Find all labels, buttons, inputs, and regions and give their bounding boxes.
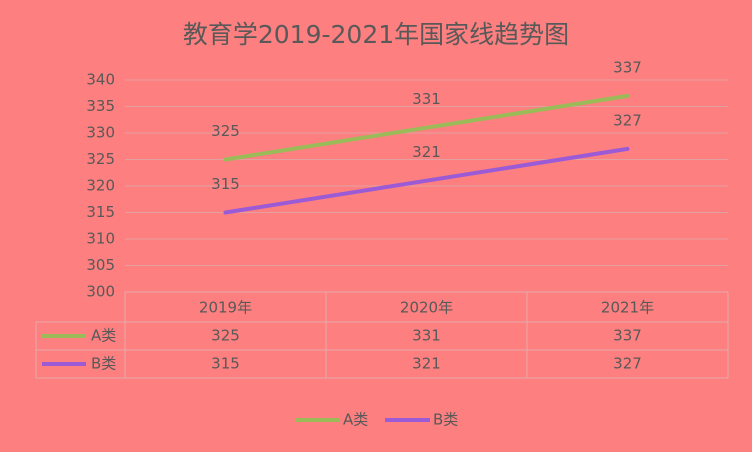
table-cell: 331 xyxy=(412,327,441,345)
x-tick-label: 2020年 xyxy=(400,299,453,317)
y-tick-label: 300 xyxy=(86,283,115,301)
table-cell: 337 xyxy=(613,327,642,345)
data-label: 331 xyxy=(412,90,441,108)
data-label: 337 xyxy=(613,58,642,76)
legend-label: A类 xyxy=(343,411,368,429)
y-tick-label: 310 xyxy=(86,230,115,248)
table-cell: 327 xyxy=(613,355,642,373)
series-line xyxy=(223,93,630,162)
table-cell: 325 xyxy=(211,327,240,345)
data-label: 327 xyxy=(613,111,642,129)
data-label: 321 xyxy=(412,143,441,161)
table-cell: 315 xyxy=(211,355,240,373)
y-tick-label: 315 xyxy=(86,203,115,221)
table-row-label: B类 xyxy=(91,355,116,373)
data-label: 325 xyxy=(211,122,240,140)
y-tick-label: 335 xyxy=(86,97,115,115)
x-tick-label: 2021年 xyxy=(601,299,654,317)
x-tick-label: 2019年 xyxy=(199,299,252,317)
table-cell: 321 xyxy=(412,355,441,373)
data-label: 315 xyxy=(211,175,240,193)
y-tick-label: 320 xyxy=(86,177,115,195)
y-tick-label: 305 xyxy=(86,256,115,274)
series-line xyxy=(223,146,630,215)
y-tick-label: 340 xyxy=(86,71,115,89)
y-tick-label: 330 xyxy=(86,124,115,142)
legend-label: B类 xyxy=(433,411,458,429)
y-tick-label: 325 xyxy=(86,150,115,168)
table-row-label: A类 xyxy=(91,327,116,345)
chart-title: 教育学2019-2021年国家线趋势图 xyxy=(183,20,569,49)
